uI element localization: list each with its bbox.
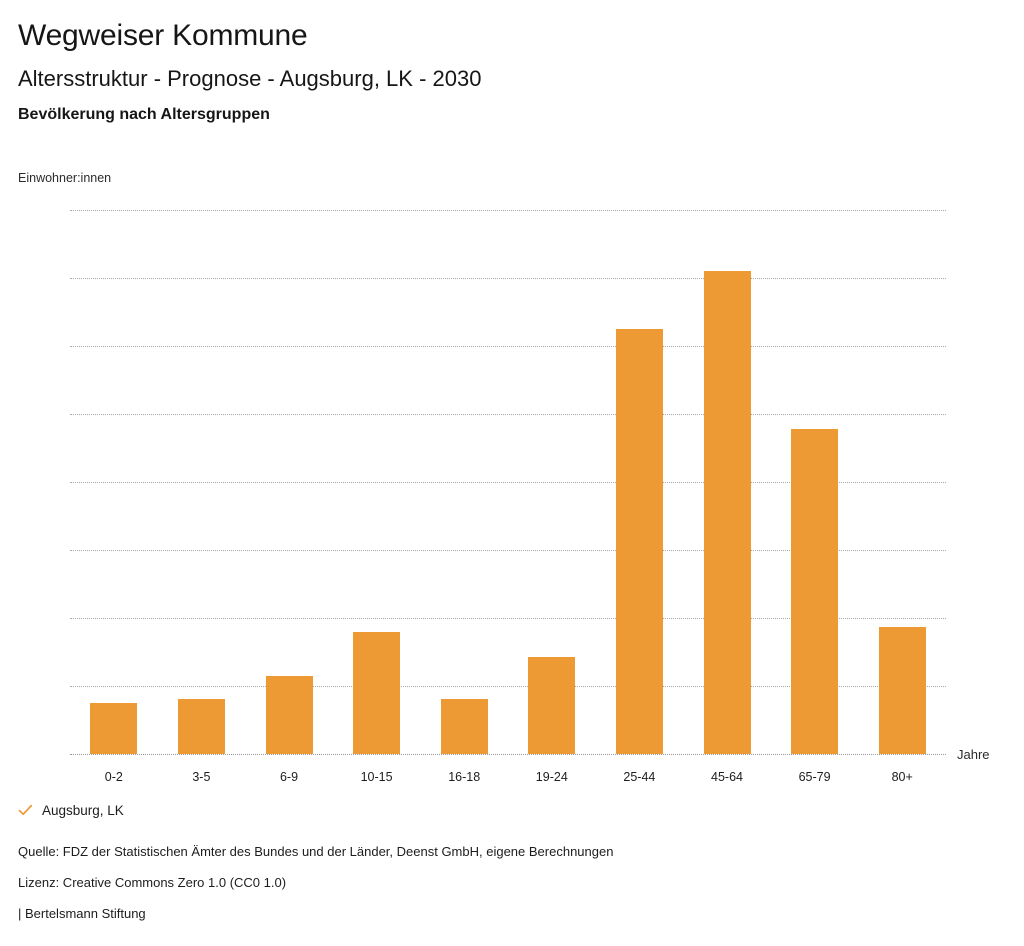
footer-source: Quelle: FDZ der Statistischen Ämter des … — [18, 844, 614, 859]
gridline — [70, 550, 946, 551]
x-axis-tick-label: 0-2 — [104, 770, 123, 784]
gridline — [70, 210, 946, 211]
gridline — [70, 618, 946, 619]
chart-legend[interactable]: Augsburg, LK — [18, 803, 124, 818]
bar[interactable] — [440, 698, 488, 754]
x-axis-tick-label: 10-15 — [360, 770, 393, 784]
y-axis-title: Einwohner:innen — [18, 171, 112, 185]
x-axis-tick-label: 16-18 — [448, 770, 481, 784]
bar[interactable] — [878, 626, 926, 754]
x-axis-title: Jahre — [957, 747, 990, 762]
page-subtitle: Altersstruktur - Prognose - Augsburg, LK… — [18, 66, 482, 91]
bar[interactable] — [265, 675, 313, 754]
bar[interactable] — [353, 631, 401, 754]
gridline — [70, 754, 946, 755]
check-icon — [18, 803, 33, 818]
x-axis-tick-label: 25-44 — [623, 770, 656, 784]
bar[interactable] — [703, 271, 751, 754]
plot-area: 010.00020.00030.00040.00050.00060.00070.… — [70, 210, 946, 784]
gridline — [70, 346, 946, 347]
bar[interactable] — [177, 698, 225, 754]
x-axis-tick-label: 45-64 — [711, 770, 743, 784]
footer-license: Lizenz: Creative Commons Zero 1.0 (CC0 1… — [18, 875, 287, 890]
chart-section-label: Bevölkerung nach Altersgruppen — [18, 106, 270, 123]
x-axis-tick-label: 3-5 — [192, 770, 211, 784]
x-axis-tick-label: 19-24 — [535, 770, 568, 784]
x-axis-tick-label: 65-79 — [798, 770, 831, 784]
page-title: Wegweiser Kommune — [18, 19, 308, 52]
bar[interactable] — [528, 656, 576, 754]
gridline — [70, 686, 946, 687]
bar[interactable] — [90, 703, 138, 754]
bar[interactable] — [615, 329, 663, 754]
gridline — [70, 482, 946, 483]
gridline — [70, 278, 946, 279]
x-axis-tick-label: 80+ — [891, 770, 913, 784]
bar[interactable] — [791, 428, 839, 754]
gridline — [70, 414, 946, 415]
legend-item-label: Augsburg, LK — [42, 803, 124, 818]
footer-publisher: | Bertelsmann Stiftung — [18, 906, 146, 921]
bar-chart: Einwohner:innen Jahre 010.00020.00030.00… — [18, 171, 990, 784]
x-axis-tick-label: 6-9 — [279, 770, 299, 784]
